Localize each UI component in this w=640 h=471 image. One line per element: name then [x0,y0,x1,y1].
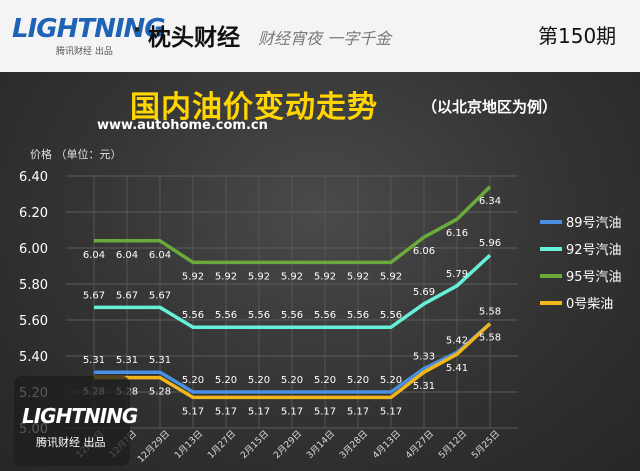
series-line-gasoline_92 [94,253,492,329]
data-label: 5.20 [215,375,237,386]
data-label: 5.41 [446,363,468,374]
logo-subtext: 腾讯财经 出品 [56,47,113,57]
x-tick-label: 3月14日 [304,428,337,461]
watermark-badge [14,376,130,466]
lightning-logo: LIGHTNING [12,14,166,44]
data-label: 5.92 [314,271,336,282]
data-label: 5.58 [479,307,501,318]
data-label: 6.04 [83,250,105,261]
data-label: 5.33 [413,352,435,363]
data-label: 5.56 [380,310,402,321]
data-label: 5.31 [149,355,171,366]
x-tick-label: 4月13日 [370,428,403,461]
data-label: 5.17 [347,406,369,417]
data-label: 5.58 [479,333,501,344]
data-label: 5.17 [314,406,336,417]
data-label: 5.67 [116,290,138,301]
data-label: 5.28 [149,387,171,398]
data-label: 5.56 [314,310,336,321]
data-label: 5.67 [149,290,171,301]
separator-dot: · [133,18,142,43]
data-label: 5.67 [83,290,105,301]
chart-subtitle: （以北京地区为例） [422,98,558,116]
data-label: 6.06 [413,246,435,257]
data-label: 5.17 [248,406,270,417]
data-label: 5.92 [347,271,369,282]
y-tick-label: 5.80 [19,278,48,293]
x-tick-label: 5月12日 [436,428,469,461]
y-tick-label: 5.40 [19,350,48,365]
data-label: 5.92 [281,271,303,282]
data-label: 5.92 [215,271,237,282]
series-line-gasoline_89 [94,322,492,394]
source-url: www.autohome.com.cn [97,118,268,133]
x-tick-label: 2月15日 [238,428,271,461]
data-label: 5.17 [281,406,303,417]
brand-name: 枕头财经 [148,25,240,51]
data-label: 5.92 [182,271,204,282]
data-label: 5.31 [116,355,138,366]
data-label: 6.04 [116,250,138,261]
issue-number: 第150期 [538,24,617,48]
data-label: 5.79 [446,269,468,280]
data-label: 5.20 [347,375,369,386]
legend-label: 89号汽油 [566,216,622,231]
data-label: 5.92 [380,271,402,282]
data-label: 5.20 [380,375,402,386]
data-label: 5.20 [281,375,303,386]
data-label: 6.34 [479,196,501,207]
x-tick-label: 3月28日 [337,428,370,461]
y-tick-label: 6.20 [19,206,48,221]
data-label: 5.56 [248,310,270,321]
data-label: 5.31 [413,381,435,392]
x-tick-label: 1月27日 [205,428,238,461]
x-tick-label: 1月13日 [172,428,205,461]
data-label: 6.04 [149,250,171,261]
legend-label: 95号汽油 [566,270,622,285]
x-tick-label: 5月25日 [469,428,502,461]
data-label: 5.17 [215,406,237,417]
data-label: 5.20 [314,375,336,386]
data-label: 5.92 [248,271,270,282]
data-label: 5.17 [182,406,204,417]
series-line-diesel_0 [94,322,492,400]
legend-label: 0号柴油 [566,297,613,312]
chart-title: 国内油价变动走势 [130,90,378,125]
data-label: 5.96 [479,238,501,249]
data-label: 5.56 [347,310,369,321]
data-label: 5.20 [182,375,204,386]
data-label: 6.16 [446,228,468,239]
series-line-gasoline_95 [94,185,492,265]
y-axis-label: 价格 （单位：元） [30,148,122,161]
data-label: 5.17 [380,406,402,417]
data-label: 5.56 [281,310,303,321]
watermark-subtext: 腾讯财经 出品 [36,436,106,449]
slogan: 财经宵夜 一字千金 [258,29,392,48]
x-tick-label: 4月27日 [403,428,436,461]
y-tick-label: 6.00 [19,242,48,257]
data-label: 5.20 [248,375,270,386]
data-label: 5.42 [446,335,468,346]
watermark-logo: LIGHTNING [22,404,138,428]
y-tick-label: 6.40 [19,170,48,185]
y-tick-label: 5.60 [19,314,48,329]
data-label: 5.31 [83,355,105,366]
x-tick-label: 2月29日 [271,428,304,461]
x-tick-label: 12月29日 [135,428,172,465]
header-bar: LIGHTNING 腾讯财经 出品 · 枕头财经 财经宵夜 一字千金 第150期 [0,0,640,73]
data-label: 5.56 [215,310,237,321]
legend-label: 92号汽油 [566,243,622,258]
data-label: 5.56 [182,310,204,321]
data-label: 5.69 [413,287,435,298]
